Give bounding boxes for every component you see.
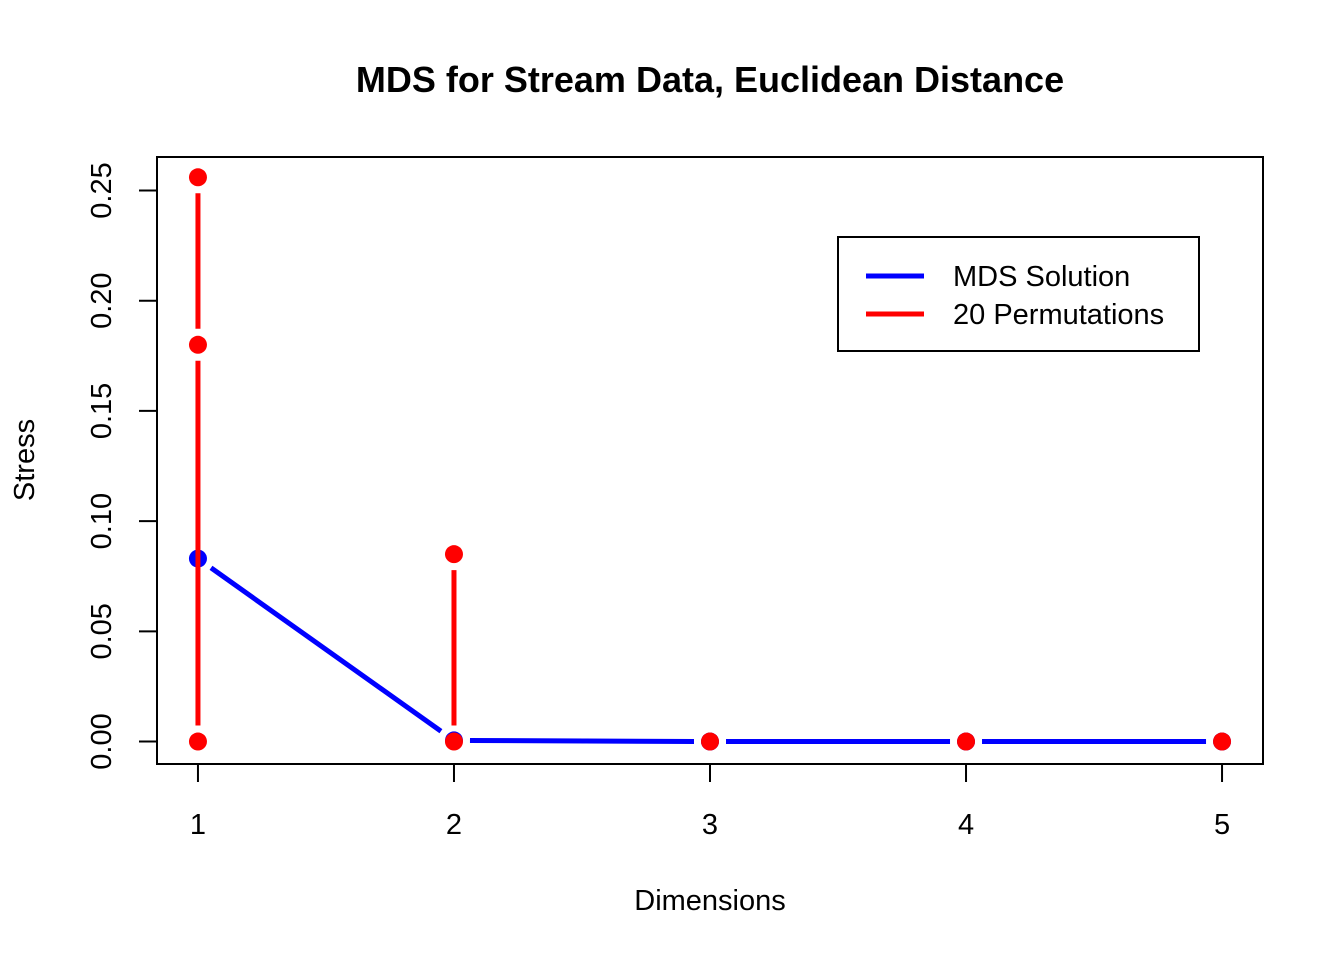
permutation-point — [444, 732, 463, 751]
chart-title: MDS for Stream Data, Euclidean Distance — [356, 59, 1064, 100]
y-tick-label: 0.05 — [86, 603, 118, 659]
permutation-point — [188, 732, 207, 751]
x-tick-label: 4 — [958, 809, 974, 841]
y-axis-label: Stress — [9, 419, 41, 501]
y-tick-label: 0.20 — [86, 272, 118, 328]
legend-label-mds-solution: MDS Solution — [953, 261, 1130, 293]
y-tick-label: 0.00 — [86, 713, 118, 769]
y-tick-label: 0.25 — [86, 162, 118, 218]
legend-box — [837, 236, 1200, 352]
permutation-point — [444, 545, 463, 564]
permutation-point — [188, 168, 207, 187]
y-tick-label: 0.15 — [86, 383, 118, 439]
x-tick-label: 3 — [702, 809, 718, 841]
x-tick-label: 1 — [190, 809, 206, 841]
mds-line-segment — [209, 565, 443, 734]
permutation-point — [188, 335, 207, 354]
plot-area — [188, 168, 1232, 751]
legend-label-20-permutations: 20 Permutations — [953, 299, 1164, 331]
permutation-point — [957, 732, 976, 751]
legend: MDS Solution 20 Permutations — [837, 236, 1200, 352]
x-axis-label: Dimensions — [634, 885, 786, 917]
permutation-point — [701, 732, 719, 751]
x-tick-label: 2 — [446, 809, 462, 841]
x-tick-label: 5 — [1214, 809, 1230, 841]
permutation-point — [1213, 732, 1232, 751]
mds-line-segment — [469, 737, 695, 744]
y-tick-label: 0.10 — [86, 493, 118, 549]
y-axis: 0.00 0.05 0.10 0.15 0.20 0.25 — [86, 162, 158, 770]
x-axis: 1 2 3 4 5 — [190, 763, 1230, 841]
